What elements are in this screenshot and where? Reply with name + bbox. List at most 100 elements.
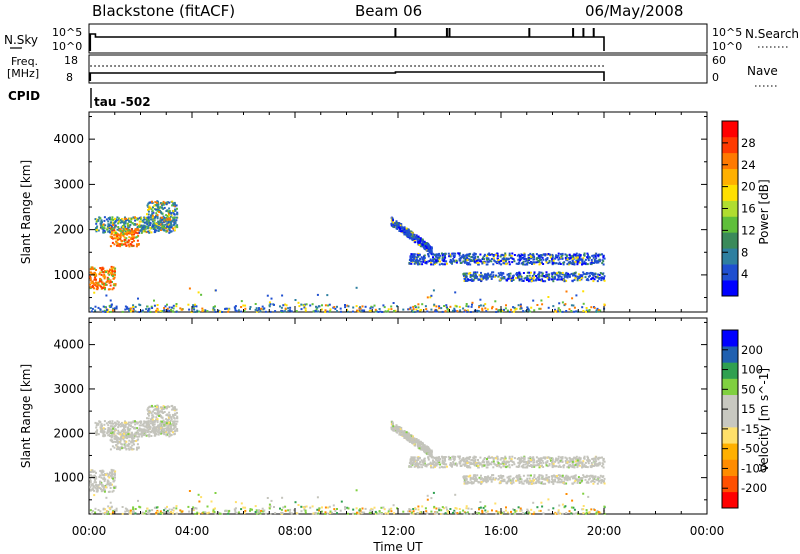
- data-cell: [557, 307, 560, 310]
- data-cell: [435, 305, 438, 308]
- data-cell: [124, 216, 126, 219]
- data-cell: [97, 229, 100, 232]
- data-cell: [593, 278, 596, 281]
- data-cell: [408, 237, 411, 240]
- data-cell: [140, 420, 143, 423]
- data-cell: [91, 267, 94, 270]
- data-cell: [436, 309, 439, 312]
- data-cell: [417, 466, 419, 469]
- data-cell: [392, 221, 395, 224]
- data-cell: [91, 487, 94, 490]
- data-cell: [167, 414, 170, 417]
- data-cell: [479, 259, 482, 262]
- data-cell: [139, 428, 142, 431]
- data-cell: [496, 252, 499, 255]
- data-cell: [170, 212, 173, 215]
- data-cell: [557, 258, 560, 261]
- data-cell: [151, 424, 154, 427]
- data-cell: [530, 474, 532, 477]
- data-cell: [119, 238, 122, 241]
- data-cell: [507, 257, 510, 260]
- data-cell: [523, 458, 526, 460]
- data-cell: [130, 218, 133, 221]
- data-cell: [441, 462, 444, 464]
- data-cell: [153, 299, 155, 302]
- data-cell: [513, 306, 516, 309]
- data-cell: [104, 428, 107, 431]
- data-cell: [156, 209, 159, 212]
- data-cell: [545, 259, 548, 262]
- data-cell: [554, 277, 556, 280]
- data-cell: [142, 424, 145, 427]
- data-cell: [433, 257, 436, 260]
- data-cell: [237, 309, 240, 312]
- data-cell: [95, 230, 98, 233]
- data-cell: [573, 278, 576, 281]
- data-cell: [499, 458, 502, 461]
- data-cell: [545, 258, 548, 261]
- data-cell: [569, 260, 572, 263]
- data-cell: [123, 440, 126, 442]
- data-cell: [515, 272, 518, 274]
- noise-left-tick-top: 10^5: [52, 26, 82, 39]
- data-cell: [507, 480, 510, 483]
- data-cell: [168, 405, 171, 408]
- data-cell: [146, 213, 148, 216]
- data-cell: [370, 309, 373, 312]
- data-cell: [119, 233, 122, 236]
- data-cell: [428, 251, 431, 254]
- data-cell: [136, 243, 138, 246]
- data-cell: [156, 419, 159, 422]
- data-cell: [91, 286, 94, 289]
- data-cell: [498, 260, 501, 263]
- data-cell: [586, 263, 589, 266]
- data-cell: [531, 457, 534, 460]
- data-cell: [125, 244, 128, 247]
- data-cell: [574, 253, 577, 256]
- data-cell: [464, 254, 467, 257]
- data-cell: [511, 252, 514, 255]
- data-cell: [128, 217, 131, 220]
- data-cell: [89, 286, 92, 289]
- data-cell: [486, 461, 488, 464]
- data-cell: [111, 227, 114, 230]
- data-cell: [213, 308, 216, 311]
- data-cell: [153, 219, 156, 222]
- data-cell: [127, 435, 130, 438]
- data-cell: [401, 230, 404, 233]
- data-cell: [584, 258, 587, 261]
- data-cell: [130, 228, 133, 231]
- data-cell: [568, 457, 571, 460]
- data-cell: [146, 216, 149, 219]
- data-cell: [421, 243, 424, 246]
- data-cell: [146, 223, 149, 226]
- data-cell: [114, 485, 117, 488]
- data-cell: [160, 416, 163, 419]
- data-cell: [573, 263, 576, 266]
- data-cell: [410, 460, 413, 463]
- data-cell: [112, 422, 115, 425]
- data-cell: [402, 430, 405, 433]
- data-cell: [540, 299, 543, 302]
- data-cell: [515, 465, 518, 468]
- data-cell: [316, 293, 319, 296]
- data-cell: [103, 476, 106, 479]
- data-cell: [557, 274, 560, 277]
- data-cell: [134, 305, 137, 308]
- data-cell: [166, 215, 169, 217]
- data-cell: [142, 227, 145, 230]
- data-cell: [529, 310, 532, 313]
- data-cell: [126, 231, 129, 234]
- data-cell: [113, 486, 116, 489]
- data-cell: [528, 274, 531, 277]
- data-cell: [408, 262, 411, 265]
- data-cell: [135, 245, 138, 248]
- data-cell: [96, 486, 99, 489]
- data-cell: [410, 257, 413, 260]
- data-cell: [427, 255, 430, 258]
- data-cell: [417, 241, 420, 244]
- data-cell: [89, 268, 92, 271]
- data-cell: [542, 456, 545, 459]
- data-cell: [399, 228, 402, 230]
- data-cell: [435, 457, 438, 460]
